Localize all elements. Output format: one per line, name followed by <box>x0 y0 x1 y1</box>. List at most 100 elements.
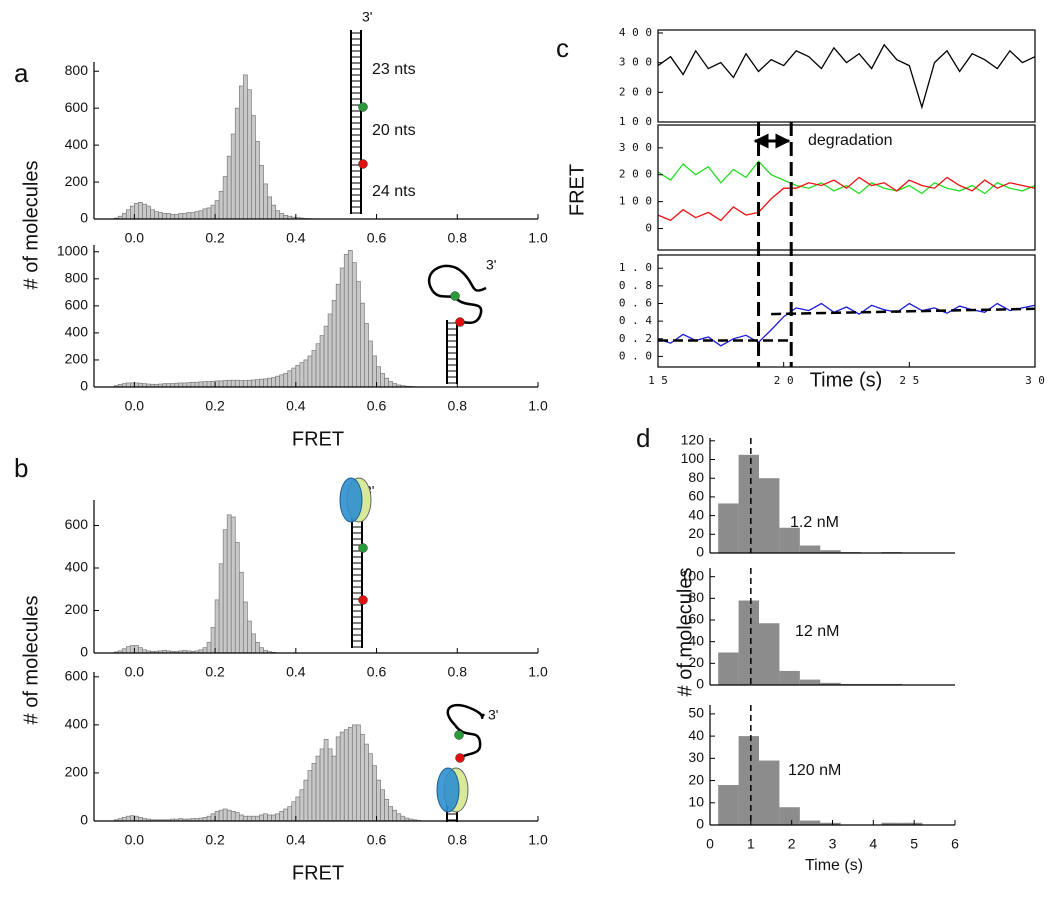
bar <box>230 516 236 654</box>
y-tick-label: 0 . 4 <box>619 314 652 327</box>
ssdna <box>428 264 487 324</box>
y-tick-label: 60 <box>688 611 704 627</box>
bar <box>134 645 139 654</box>
chart: 0 20 40 60 80 100 120 <box>681 432 955 560</box>
axes-frame <box>657 29 1036 123</box>
y-tick-label: 100 <box>681 450 705 466</box>
bar <box>311 762 317 822</box>
bar <box>238 85 244 220</box>
bar <box>234 812 240 822</box>
bar <box>275 813 281 822</box>
bar <box>388 381 394 388</box>
dye <box>358 102 368 112</box>
bar <box>255 379 260 388</box>
bar <box>214 811 220 822</box>
x-tick-label: 0.4 <box>286 398 306 414</box>
x-tick-label: 0.8 <box>448 230 468 246</box>
bar <box>242 380 248 388</box>
bar <box>263 183 268 220</box>
bar <box>251 379 256 388</box>
x-tick-label: 1 <box>747 836 755 852</box>
bar <box>210 627 216 654</box>
bar <box>210 813 216 822</box>
y-tick-label: 1000 <box>57 242 88 258</box>
bar <box>718 503 739 553</box>
y-tick-label: 80 <box>688 589 704 605</box>
bar <box>303 359 309 388</box>
y-axis-label: # of molecules <box>20 596 42 725</box>
x-tick-label: 2 5 <box>899 374 919 387</box>
bar <box>283 373 289 388</box>
y-tick-label: 20 <box>688 654 704 670</box>
axes-frame <box>657 254 1036 368</box>
bar <box>263 378 268 388</box>
annotation: 24 nts <box>372 183 416 200</box>
bar <box>134 382 139 388</box>
y-tick-label: 200 <box>65 173 89 189</box>
bar <box>226 514 232 654</box>
bar <box>186 382 192 388</box>
bar <box>279 374 285 388</box>
bar <box>738 454 759 553</box>
y-tick-label: 4 0 0 <box>619 26 652 39</box>
bar <box>230 379 236 388</box>
bar <box>820 682 841 685</box>
y-tick-label: 200 <box>65 764 89 780</box>
bar <box>182 213 188 220</box>
y-tick-label: 2 0 0 <box>619 168 652 181</box>
bar <box>162 213 168 220</box>
chart: 0 200 400 600 800 1000 0.0 0.2 0.4 0.6 0.8 1.0 <box>57 242 548 413</box>
bar <box>255 141 260 220</box>
bar <box>759 478 780 553</box>
y-tick-label: 30 <box>688 749 704 765</box>
bar <box>134 815 139 822</box>
bar <box>339 267 345 388</box>
x-tick-label: 1 5 <box>648 374 668 387</box>
bar <box>384 377 390 388</box>
bar <box>311 350 317 388</box>
x-tick-label: 0.8 <box>448 664 468 680</box>
y-tick-label: 100 <box>681 567 705 583</box>
x-axis-label: Time (s) <box>805 857 863 874</box>
bar <box>327 748 333 822</box>
annotation: 3' <box>486 257 496 273</box>
bar <box>242 74 248 220</box>
x-tick-label: 0.4 <box>286 230 306 246</box>
x-tick-label: 0.2 <box>205 398 225 414</box>
y-tick-label: 400 <box>65 324 89 340</box>
bar <box>247 379 252 388</box>
bar <box>271 377 276 388</box>
trace <box>657 302 1036 347</box>
bar <box>759 623 780 685</box>
y-tick-label: 400 <box>65 136 89 152</box>
bar <box>134 202 139 220</box>
y-tick-label: 600 <box>65 297 89 313</box>
bar <box>238 814 244 822</box>
bar <box>327 313 333 388</box>
y-tick-label: 800 <box>65 270 89 286</box>
bar <box>295 365 301 388</box>
bar <box>174 214 180 220</box>
bar <box>238 571 244 654</box>
bar <box>738 736 759 825</box>
bar <box>291 367 297 388</box>
bar <box>368 340 373 388</box>
y-tick-label: 20 <box>688 525 704 541</box>
bar <box>323 738 329 822</box>
bar <box>291 801 297 822</box>
x-tick-label: 3 0 <box>1025 374 1045 387</box>
bar <box>222 529 228 654</box>
bar <box>263 813 268 822</box>
bar <box>234 542 240 654</box>
y-tick-label: 0 <box>80 210 88 226</box>
y-tick-label: 3 0 0 <box>619 56 652 69</box>
y-tick-label: 0 . 2 <box>619 332 652 345</box>
bar <box>202 208 208 220</box>
trace <box>657 160 1036 195</box>
bar <box>267 814 272 822</box>
bar <box>138 202 143 220</box>
y-tick-label: 60 <box>688 488 704 504</box>
x-tick-label: 2 0 <box>774 374 794 387</box>
bar <box>356 281 361 388</box>
